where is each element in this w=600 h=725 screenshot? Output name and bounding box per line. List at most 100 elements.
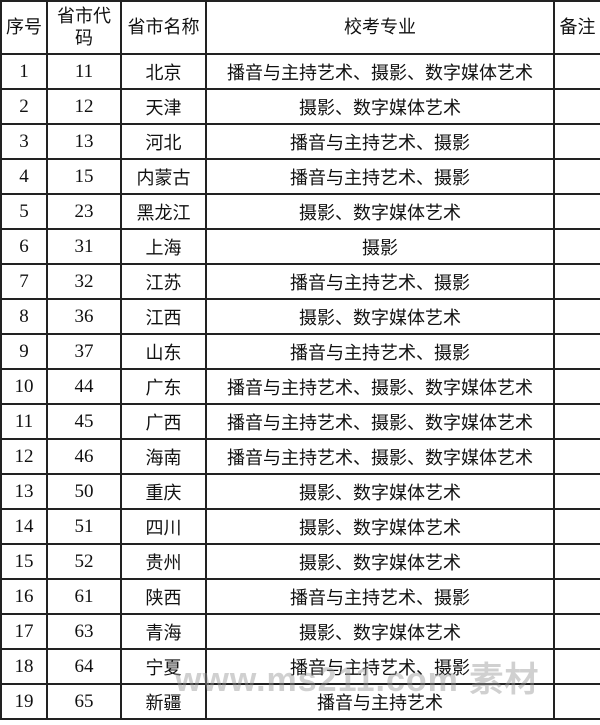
province-name: 宁夏: [120, 648, 207, 685]
table-row: 7 32 江苏 播音与主持艺术、摄影: [0, 263, 600, 300]
row-number: 11: [0, 403, 48, 440]
row-number: 1: [0, 53, 48, 90]
note: [553, 228, 600, 265]
province-name: 广西: [120, 403, 207, 440]
row-number: 15: [0, 543, 48, 580]
table-row: 3 13 河北 播音与主持艺术、摄影: [0, 123, 600, 160]
majors: 播音与主持艺术、摄影、数字媒体艺术: [205, 438, 555, 475]
table-row: 2 12 天津 摄影、数字媒体艺术: [0, 88, 600, 125]
table-row: 18 64 宁夏 播音与主持艺术、摄影: [0, 648, 600, 685]
table-row: 8 36 江西 摄影、数字媒体艺术: [0, 298, 600, 335]
table-row: 16 61 陕西 播音与主持艺术、摄影: [0, 578, 600, 615]
row-number: 4: [0, 158, 48, 195]
province-code: 31: [46, 228, 122, 265]
majors: 播音与主持艺术、摄影: [205, 123, 555, 160]
province-code: 52: [46, 543, 122, 580]
note: [553, 123, 600, 160]
table-row: 10 44 广东 播音与主持艺术、摄影、数字媒体艺术: [0, 368, 600, 405]
province-name: 新疆: [120, 683, 207, 720]
note: [553, 263, 600, 300]
majors: 播音与主持艺术、摄影、数字媒体艺术: [205, 368, 555, 405]
note: [553, 193, 600, 230]
majors: 摄影: [205, 228, 555, 265]
note: [553, 438, 600, 475]
province-code: 12: [46, 88, 122, 125]
table-row: 17 63 青海 摄影、数字媒体艺术: [0, 613, 600, 650]
province-name: 青海: [120, 613, 207, 650]
majors: 摄影、数字媒体艺术: [205, 88, 555, 125]
table-row: 12 46 海南 播音与主持艺术、摄影、数字媒体艺术: [0, 438, 600, 475]
header-row: 序号 省市代码 省市名称 校考专业 备注: [0, 0, 600, 55]
note: [553, 158, 600, 195]
province-code: 64: [46, 648, 122, 685]
majors: 摄影、数字媒体艺术: [205, 613, 555, 650]
row-number: 16: [0, 578, 48, 615]
row-number: 8: [0, 298, 48, 335]
province-code: 36: [46, 298, 122, 335]
majors: 播音与主持艺术、摄影: [205, 158, 555, 195]
table-row: 19 65 新疆 播音与主持艺术: [0, 683, 600, 720]
province-name: 贵州: [120, 543, 207, 580]
province-code: 44: [46, 368, 122, 405]
note: [553, 543, 600, 580]
note: [553, 473, 600, 510]
note: [553, 53, 600, 90]
table-row: 6 31 上海 摄影: [0, 228, 600, 265]
row-number: 18: [0, 648, 48, 685]
majors: 摄影、数字媒体艺术: [205, 193, 555, 230]
province-code: 37: [46, 333, 122, 370]
note: [553, 508, 600, 545]
row-number: 3: [0, 123, 48, 160]
province-code: 50: [46, 473, 122, 510]
province-name: 河北: [120, 123, 207, 160]
province-code: 51: [46, 508, 122, 545]
province-code: 61: [46, 578, 122, 615]
majors: 摄影、数字媒体艺术: [205, 543, 555, 580]
row-number: 13: [0, 473, 48, 510]
province-name: 内蒙古: [120, 158, 207, 195]
table-row: 4 15 内蒙古 播音与主持艺术、摄影: [0, 158, 600, 195]
table-row: 15 52 贵州 摄影、数字媒体艺术: [0, 543, 600, 580]
note: [553, 648, 600, 685]
header-code: 省市代码: [46, 0, 122, 55]
province-code: 65: [46, 683, 122, 720]
province-code: 23: [46, 193, 122, 230]
row-number: 7: [0, 263, 48, 300]
province-code: 15: [46, 158, 122, 195]
majors: 播音与主持艺术、摄影: [205, 648, 555, 685]
province-code: 46: [46, 438, 122, 475]
header-note: 备注: [553, 0, 600, 55]
note: [553, 613, 600, 650]
row-number: 19: [0, 683, 48, 720]
province-code: 63: [46, 613, 122, 650]
header-major: 校考专业: [205, 0, 555, 55]
province-name: 上海: [120, 228, 207, 265]
majors: 播音与主持艺术、摄影: [205, 578, 555, 615]
majors: 播音与主持艺术、摄影、数字媒体艺术: [205, 403, 555, 440]
row-number: 10: [0, 368, 48, 405]
row-number: 9: [0, 333, 48, 370]
row-number: 14: [0, 508, 48, 545]
table-row: 9 37 山东 播音与主持艺术、摄影: [0, 333, 600, 370]
table-row: 1 11 北京 播音与主持艺术、摄影、数字媒体艺术: [0, 53, 600, 90]
province-name: 陕西: [120, 578, 207, 615]
note: [553, 298, 600, 335]
majors: 摄影、数字媒体艺术: [205, 298, 555, 335]
note: [553, 333, 600, 370]
majors: 播音与主持艺术、摄影: [205, 333, 555, 370]
province-name: 北京: [120, 53, 207, 90]
row-number: 6: [0, 228, 48, 265]
province-name: 江西: [120, 298, 207, 335]
province-name: 山东: [120, 333, 207, 370]
row-number: 5: [0, 193, 48, 230]
province-name: 黑龙江: [120, 193, 207, 230]
province-name: 重庆: [120, 473, 207, 510]
province-name: 广东: [120, 368, 207, 405]
majors: 摄影、数字媒体艺术: [205, 473, 555, 510]
table-row: 14 51 四川 摄影、数字媒体艺术: [0, 508, 600, 545]
province-name: 江苏: [120, 263, 207, 300]
header-name: 省市名称: [120, 0, 207, 55]
province-name: 海南: [120, 438, 207, 475]
note: [553, 403, 600, 440]
